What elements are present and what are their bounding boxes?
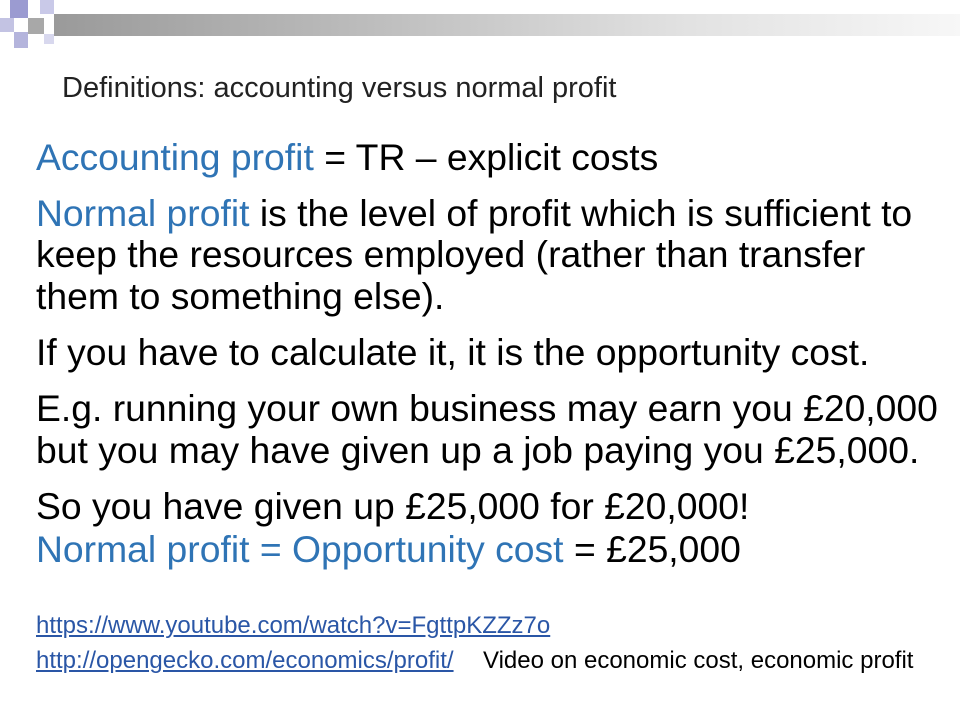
decorative-square bbox=[28, 18, 44, 34]
decorative-square bbox=[44, 34, 54, 44]
slide-title: Definitions: accounting versus normal pr… bbox=[62, 72, 617, 104]
conclusion-equation-value: = £25,000 bbox=[573, 528, 741, 570]
conclusion-equation-term: Normal profit = Opportunity cost bbox=[36, 528, 564, 570]
video-caption: Video on economic cost, economic profit bbox=[483, 647, 914, 674]
example-line-1: E.g. running your own business may earn … bbox=[36, 387, 938, 429]
example-line-2: but you may have given up a job paying y… bbox=[36, 429, 920, 471]
youtube-link-line: https://www.youtube.com/watch?v=FgttpKZZ… bbox=[36, 611, 550, 641]
conclusion-line: So you have given up £25,000 for £20,000… bbox=[36, 485, 750, 527]
normal-profit-line-3: them to something else). bbox=[36, 275, 445, 317]
normal-profit-line-1: Normal profit is the level of profit whi… bbox=[36, 192, 912, 234]
accounting-profit-definition: = TR – explicit costs bbox=[324, 136, 659, 178]
opengecko-link[interactable]: http://opengecko.com/economics/profit/ bbox=[36, 647, 454, 674]
decorative-square bbox=[40, 0, 54, 14]
opportunity-cost-line: If you have to calculate it, it is the o… bbox=[36, 331, 870, 373]
decorative-square bbox=[14, 32, 28, 48]
normal-profit-line-2: keep the resources employed (rather than… bbox=[36, 233, 866, 275]
decorative-square bbox=[10, 0, 28, 18]
youtube-link[interactable]: https://www.youtube.com/watch?v=FgttpKZZ… bbox=[36, 612, 551, 639]
accounting-profit-line: Accounting profit = TR – explicit costs bbox=[36, 136, 658, 178]
conclusion-equation-line: Normal profit = Opportunity cost = £25,0… bbox=[36, 528, 741, 570]
opengecko-link-line: http://opengecko.com/economics/profit/ bbox=[36, 646, 454, 676]
normal-profit-text: is the level of profit which is sufficie… bbox=[259, 192, 913, 234]
decorative-square bbox=[0, 18, 14, 32]
accounting-profit-term: Accounting profit bbox=[36, 136, 314, 178]
normal-profit-term: Normal profit bbox=[36, 192, 250, 234]
header-gradient-bar bbox=[54, 14, 960, 36]
